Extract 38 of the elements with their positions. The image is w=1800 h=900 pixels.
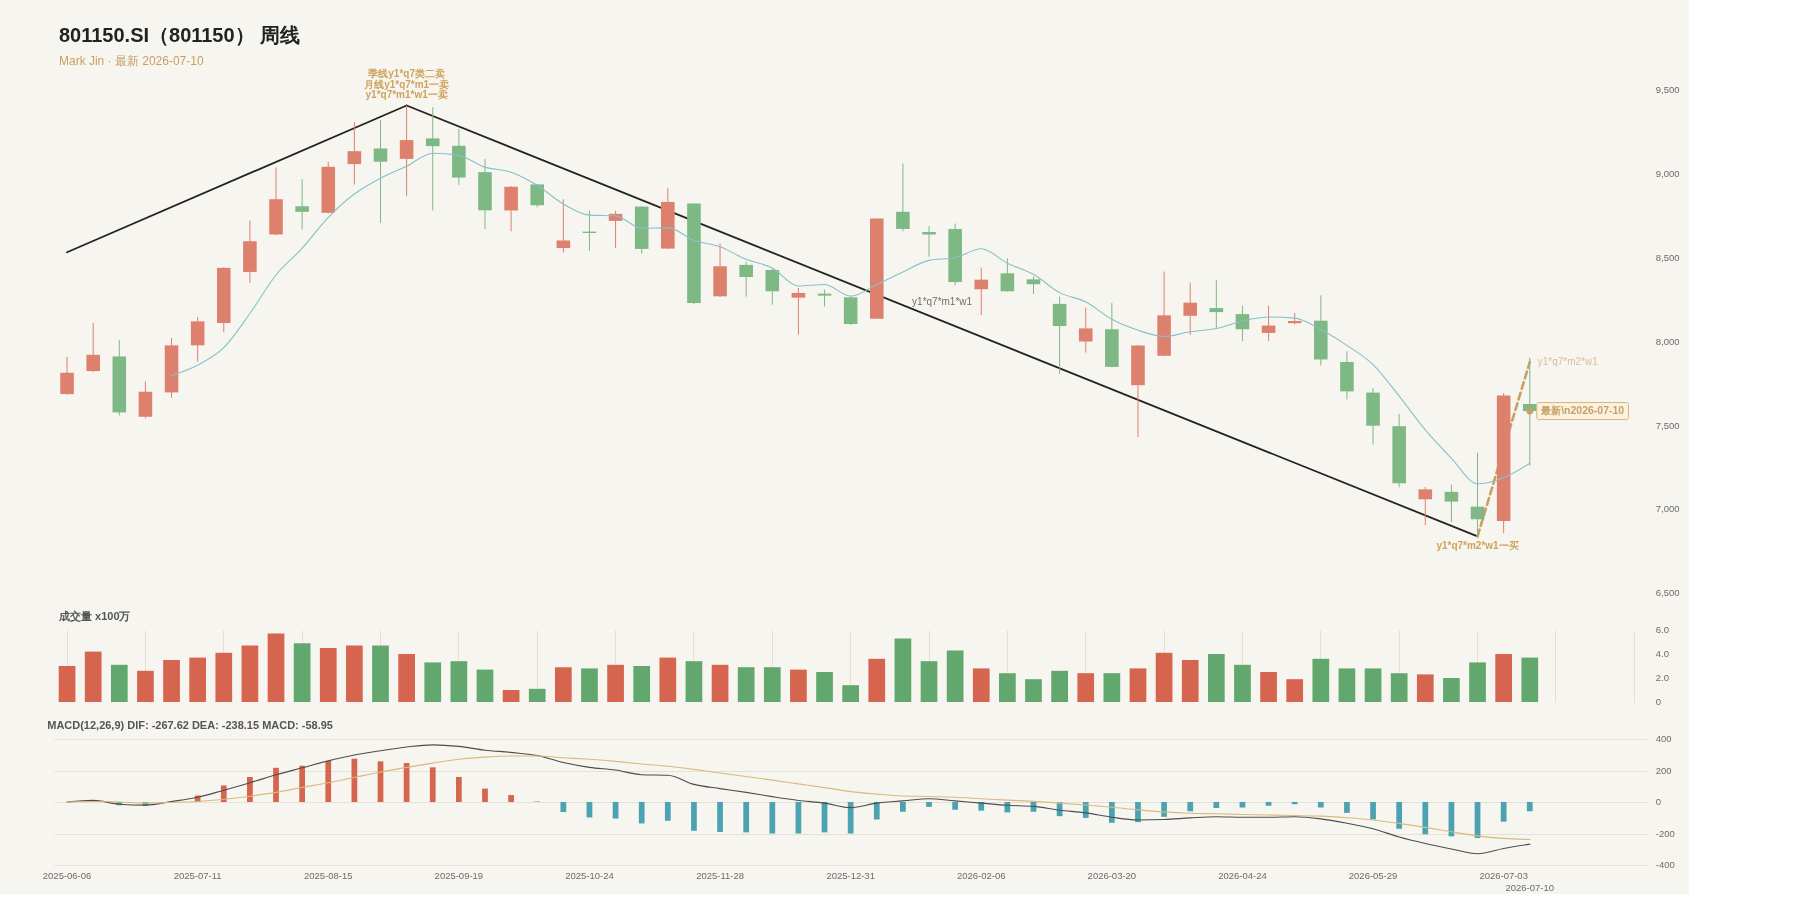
chart-title: 成交量 x100万: [58, 610, 131, 622]
y-tick-label: 4.0: [1655, 648, 1669, 660]
x-tick-label: 2025-06-06: [42, 870, 92, 882]
y-tick-label: 6,500: [1655, 587, 1680, 599]
series-label: y1*q7*m1*w1: [912, 295, 973, 307]
y-tick-label: 6.0: [1655, 624, 1669, 636]
x-tick-label: 2025-12-31: [826, 870, 875, 882]
chart-subtitle: Mark Jin · 最新 2026-07-10: [59, 53, 204, 68]
y-tick-label: -400: [1655, 859, 1675, 871]
y-tick-label: 0: [1655, 696, 1662, 708]
chart-title: 801150.SI（801150） 周线: [59, 24, 301, 46]
x-tick-label: 2026-03-20: [1087, 870, 1137, 882]
x-tick-label: 2026-02-06: [957, 870, 1006, 882]
y-tick-label: 7,000: [1655, 503, 1680, 515]
y-tick-label: 200: [1655, 765, 1672, 776]
y-tick-label: 400: [1655, 733, 1672, 745]
y-tick-label: 8,500: [1655, 251, 1680, 263]
x-tick-label: 2025-09-19: [434, 870, 484, 882]
y-tick-label: 8,000: [1655, 335, 1680, 347]
y-tick-label: -200: [1655, 828, 1675, 839]
x-tick-label: 2025-08-15: [304, 870, 353, 882]
annotation: 最新\n2026-07-10: [1540, 405, 1625, 417]
data-label: y1*q7*m2*w1一买: [1436, 540, 1519, 552]
x-tick-label: 2026-07-03: [1479, 870, 1528, 882]
x-tick-label: 2025-10-24: [565, 870, 614, 882]
data-label: 季线y1*q7类二卖月线y1*q7*m1一卖y1*q7*m1*w1一卖: [363, 68, 450, 101]
chart-title: MACD(12,26,9) DIF: -267.62 DEA: -238.15 MACD: -58.95: [47, 719, 333, 731]
x-tick-label: 2026-05-29: [1348, 870, 1398, 882]
x-tick-label: 2025-11-28: [696, 870, 744, 882]
x-tick-label: 2026-04-24: [1218, 870, 1267, 882]
y-tick-label: 2.0: [1655, 672, 1669, 684]
x-tick-label: 2025-07-11: [173, 870, 222, 882]
series-label: y1*q7*m2*w1: [1537, 356, 1599, 367]
x-tick-label: 2026-07-10: [1505, 882, 1555, 893]
y-tick-label: 7,500: [1655, 419, 1680, 431]
y-tick-label: 9,000: [1655, 167, 1680, 179]
y-tick-label: 0: [1655, 796, 1662, 808]
y-tick-label: 9,500: [1655, 83, 1680, 95]
